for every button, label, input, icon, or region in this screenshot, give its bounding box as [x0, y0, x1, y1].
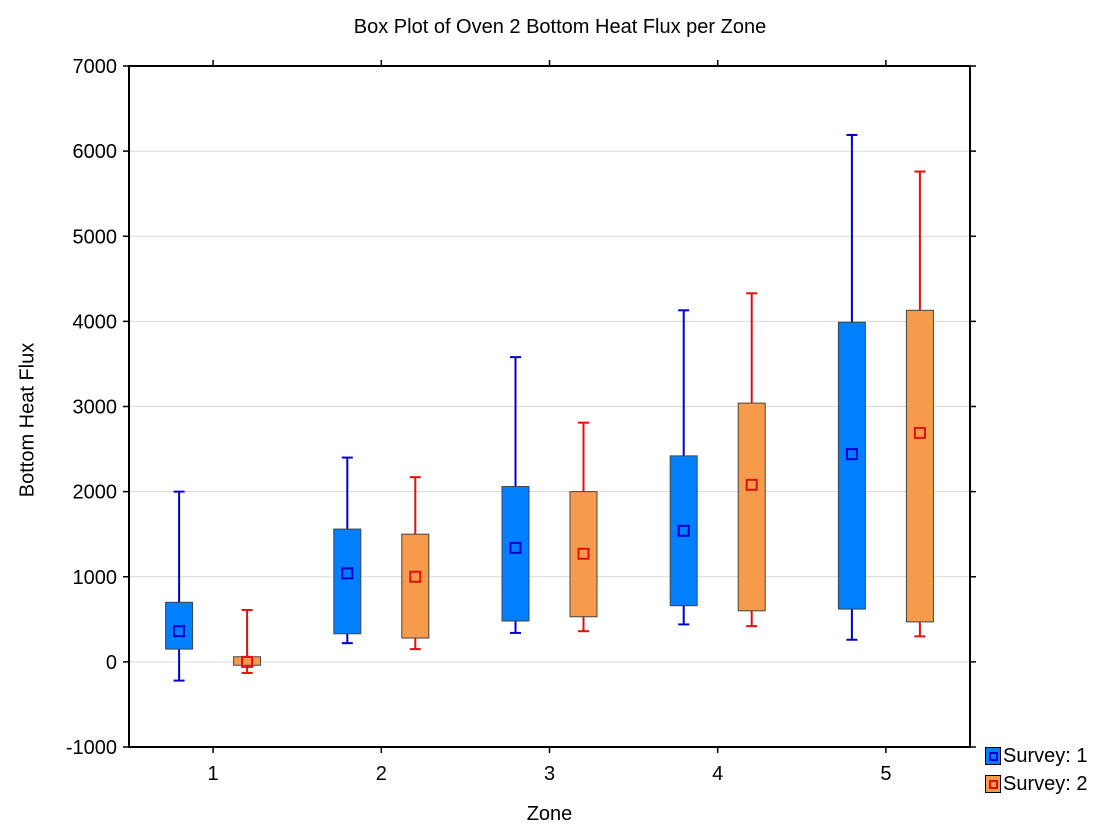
center-marker [173, 625, 186, 638]
x-axis: 1 2 3 4 5 [208, 60, 891, 785]
legend-swatch-survey-1 [985, 747, 1001, 765]
legend-item-survey-1: Survey: 1 [985, 742, 1087, 770]
legend-swatch-survey-2 [985, 775, 1001, 793]
box-body [837, 321, 866, 610]
legend-label-survey-2: Survey: 2 [1003, 772, 1088, 795]
x-tick-label: 4 [712, 763, 723, 785]
center-marker [509, 541, 522, 554]
center-marker [913, 426, 926, 439]
box-survey-2-zone-1 [233, 608, 262, 674]
y-tick-label: 6000 [73, 141, 118, 163]
x-tick-label: 1 [208, 763, 219, 785]
box-survey-1-zone-5 [837, 133, 866, 641]
legend: Survey: 1 Survey: 2 [985, 742, 1087, 798]
box-body [669, 455, 698, 607]
x-tick-label: 5 [880, 763, 891, 785]
chart-title: Box Plot of Oven 2 Bottom Heat Flux per … [353, 16, 767, 38]
center-marker [577, 547, 590, 560]
y-tick-label: -1000 [66, 737, 117, 759]
x-tick-label: 2 [376, 763, 387, 785]
box-body [333, 528, 362, 635]
legend-item-survey-2: Survey: 2 [985, 770, 1087, 798]
y-tick-label: 2000 [73, 482, 118, 504]
y-tick-label: 1000 [73, 567, 118, 589]
center-marker [409, 570, 422, 583]
x-axis-label: Zone [526, 803, 573, 825]
box-body [401, 533, 430, 639]
box-body [569, 491, 598, 618]
box-body [233, 656, 262, 666]
y-axis-label: Bottom Heat Flux [16, 342, 39, 498]
box-survey-1-zone-3 [501, 356, 530, 634]
center-marker [677, 524, 690, 537]
center-marker [341, 567, 354, 580]
y-tick-label: 5000 [73, 226, 118, 248]
box-survey-1-zone-2 [333, 456, 362, 645]
box-survey-2-zone-2 [401, 476, 430, 651]
legend-label-survey-1: Survey: 1 [1003, 744, 1088, 767]
box-survey-1-zone-4 [669, 309, 698, 626]
y-tick-label: 4000 [73, 311, 118, 333]
box-survey-2-zone-5 [905, 170, 934, 638]
center-marker [845, 448, 858, 461]
y-tick-label: 3000 [73, 397, 118, 419]
grid-lines [129, 150, 970, 663]
y-axis: -1000 0 1000 2000 3000 4000 5000 6000 7000 [66, 56, 976, 759]
y-tick-label: 0 [106, 652, 117, 674]
box-plot-boxes [165, 133, 934, 682]
center-marker [241, 655, 254, 668]
center-marker [745, 478, 758, 491]
box-survey-1-zone-1 [165, 490, 194, 682]
x-tick-label: 3 [544, 763, 555, 785]
box-body [737, 402, 766, 612]
y-tick-label: 7000 [73, 56, 118, 78]
box-survey-2-zone-4 [737, 292, 766, 628]
box-body [905, 309, 934, 623]
box-survey-2-zone-3 [569, 421, 598, 633]
